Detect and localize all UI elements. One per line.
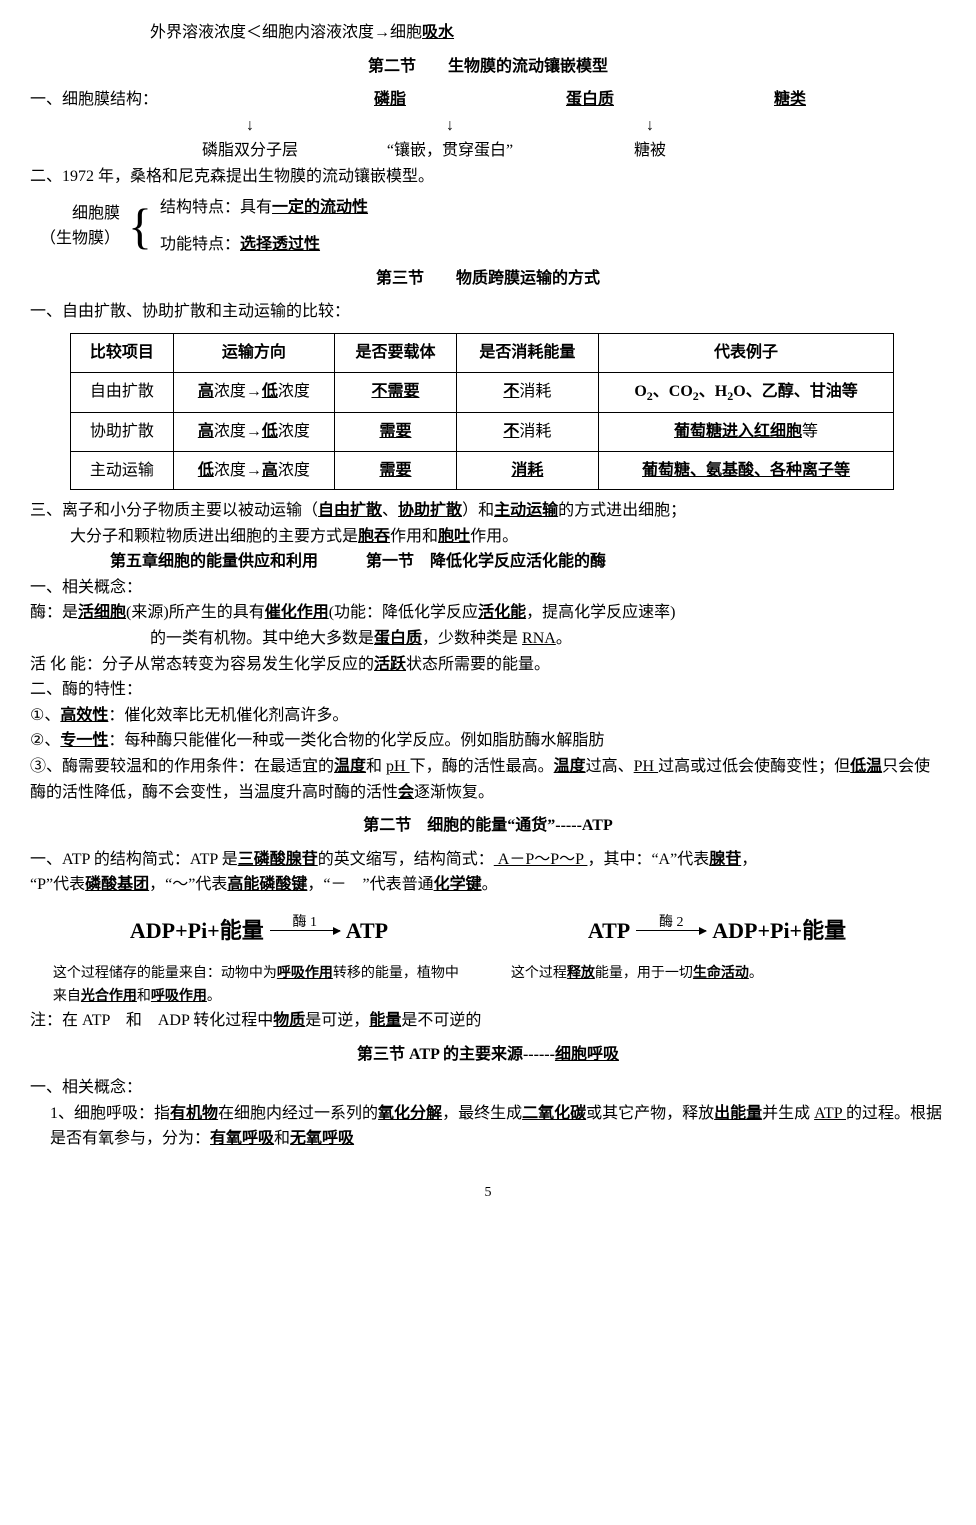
compare-heading: 一、自由扩散、协助扩散和主动运输的比较： [30,299,946,325]
line-iii: 三、离子和小分子物质主要以被动运输（自由扩散、协助扩散）和主动运输的方式进出细胞… [30,498,946,524]
th-energy: 是否消耗能量 [457,333,599,372]
resp-def: 1、细胞呼吸：指有机物在细胞内经过一系列的氧化分解，最终生成二氧化碳或其它产物，… [50,1101,946,1152]
activation-energy: 活 化 能：分子从常态转变为容易发生化学反应的活跃状态所需要的能量。 [30,652,946,678]
table-row: 主动运输 低浓度→高浓度 需要 消耗 葡萄糖、氨基酸、各种离子等 [71,451,894,490]
transport-table: 比较项目 运输方向 是否要载体 是否消耗能量 代表例子 自由扩散 高浓度→低浓度… [70,333,894,490]
membrane-structure-row: 一、细胞膜结构： 磷脂 蛋白质 糖类 [30,87,946,113]
ch5-i1: 一、相关概念： [30,575,946,601]
line-iii2: 大分子和颗粒物质进出细胞的主要方式是胞吞作用和胞吐作用。 [70,524,946,550]
section3-atp-title: 第三节 ATP 的主要来源------细胞呼吸 [30,1042,946,1068]
enzyme-def: 酶：是活细胞(来源)所产生的具有催化作用(功能：降低化学反应活化能，提高化学反应… [30,600,946,626]
section2-atp-title: 第二节 细胞的能量“通货”-----ATP [30,813,946,839]
chapter5-title: 第五章细胞的能量供应和利用 第一节 降低化学反应活化能的酶 [110,549,946,575]
enzyme-def2: 的一类有机物。其中绝大多数是蛋白质，少数种类是 RNA。 [150,626,946,652]
section3-title: 第三节 物质跨膜运输的方式 [30,266,946,292]
note-line: 注：在 ATP 和 ADP 转化过程中物质是可逆，能量是不可逆的 [30,1008,946,1034]
th-item: 比较项目 [71,333,174,372]
line-osmosis: 外界溶液浓度＜细胞内溶液浓度→细胞吸水 [150,20,946,46]
line-1972: 二、1972 年，桑格和尼克森提出生物膜的流动镶嵌模型。 [30,164,946,190]
resp-i1: 一、相关概念： [30,1075,946,1101]
th-example: 代表例子 [598,333,894,372]
section2-title: 第二节 生物膜的流动镶嵌模型 [30,54,946,80]
arrow-row: ↓↓↓ [150,113,750,139]
formula-captions: 这个过程储存的能量来自：动物中为呼吸作用转移的能量，植物中来自光合作用和呼吸作用… [30,963,946,1008]
page-number: 5 [30,1182,946,1204]
table-row: 协助扩散 高浓度→低浓度 需要 不消耗 葡萄糖进入红细胞等 [71,412,894,451]
th-direction: 运输方向 [173,333,334,372]
prop1: ①、高效性：催化效率比无机催化剂高许多。 [30,703,946,729]
prop3: ③、酶需要较温和的作用条件：在最适宜的温度和 pH 下，酶的活性最高。温度过高、… [30,754,946,805]
atp-struct: 一、ATP 的结构简式：ATP 是三磷酸腺苷的英文缩写，结构简式： A－P～P～… [30,847,946,873]
membrane-bottom-row: 磷脂双分子层 “镶嵌，贯穿蛋白” 糖被 [150,138,750,164]
atp-p-line: “P”代表磷酸基团，“～”代表高能磷酸键，“－ ”代表普通化学键。 [30,872,946,898]
prop2: ②、专一性：每种酶只能催化一种或一类化合物的化学反应。例如脂肪酶水解脂肪 [30,728,946,754]
atp-formula: ADP+Pi+能量 酶 1 ATP ATP 酶 2 ADP+Pi+能量 [30,913,946,948]
th-carrier: 是否要载体 [334,333,456,372]
ch5-i2: 二、酶的特性： [30,677,946,703]
table-row: 自由扩散 高浓度→低浓度 不需要 不消耗 O2、CO2、H2O、乙醇、甘油等 [71,372,894,412]
membrane-brace: 细胞膜 （生物膜） { 结构特点：具有一定的流动性 功能特点：选择透过性 [30,195,946,258]
